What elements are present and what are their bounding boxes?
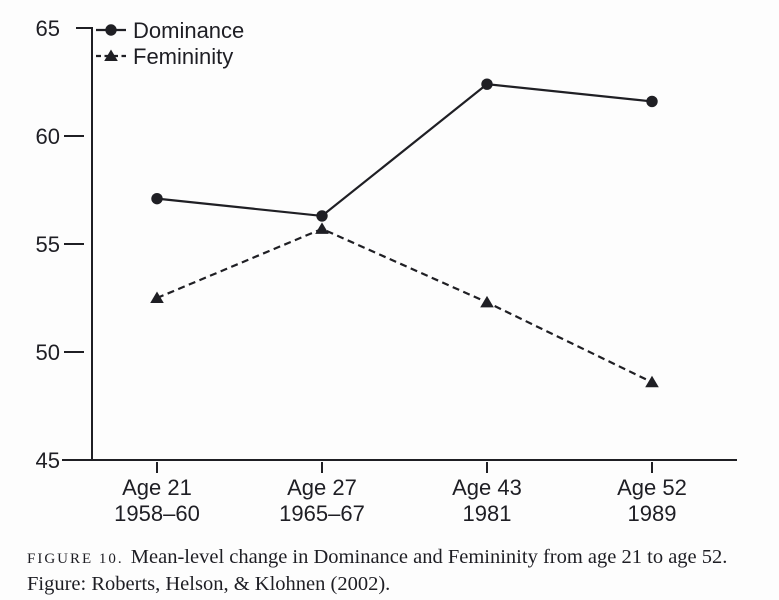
data-point-circle-marker <box>646 95 658 108</box>
y-axis-tick-label: 45 <box>36 448 60 473</box>
data-point-triangle-marker <box>645 375 659 388</box>
data-point-triangle-marker <box>315 222 329 234</box>
figure-caption: FIGURE 10. Mean-level change in Dominanc… <box>27 545 767 597</box>
caption-line-1: FIGURE 10. Mean-level change in Dominanc… <box>27 545 767 572</box>
legend-label-femininity: Femininity <box>133 44 233 69</box>
caption-figure-label: FIGURE 10. <box>27 551 124 567</box>
y-axis-tick-label: 55 <box>36 232 60 257</box>
x-axis-tick-label-year: 1989 <box>628 501 677 526</box>
caption-source: Figure: Roberts, Helson, & Klohnen (2002… <box>27 573 391 595</box>
y-axis-tick-label: 65 <box>36 16 60 41</box>
data-point-triangle-marker <box>104 49 118 61</box>
x-axis-tick-label-age: Age 21 <box>122 475 192 500</box>
x-axis-tick-label-year: 1958–60 <box>114 501 200 526</box>
legend-label-dominance: Dominance <box>133 18 244 43</box>
data-point-circle-marker <box>151 192 163 205</box>
data-point-circle-marker <box>481 78 493 90</box>
y-axis-tick-label: 60 <box>36 124 60 149</box>
series-line-dominance <box>156 83 653 218</box>
data-point-circle-marker <box>105 24 117 36</box>
data-point-triangle-marker <box>480 295 494 308</box>
data-point-triangle-marker <box>150 291 164 303</box>
series-line-femininity <box>156 227 653 384</box>
caption-text: Mean-level change in Dominance and Femin… <box>130 546 728 568</box>
x-axis-tick-label-year: 1965–67 <box>279 501 365 526</box>
y-axis-tick-label: 50 <box>36 340 60 365</box>
x-axis-tick-label-age: Age 43 <box>452 475 522 500</box>
x-axis-tick-label-year: 1981 <box>463 501 512 526</box>
x-axis-tick-label-age: Age 27 <box>287 475 357 500</box>
x-axis-tick-label-age: Age 52 <box>617 475 687 500</box>
data-point-circle-marker <box>316 210 328 222</box>
